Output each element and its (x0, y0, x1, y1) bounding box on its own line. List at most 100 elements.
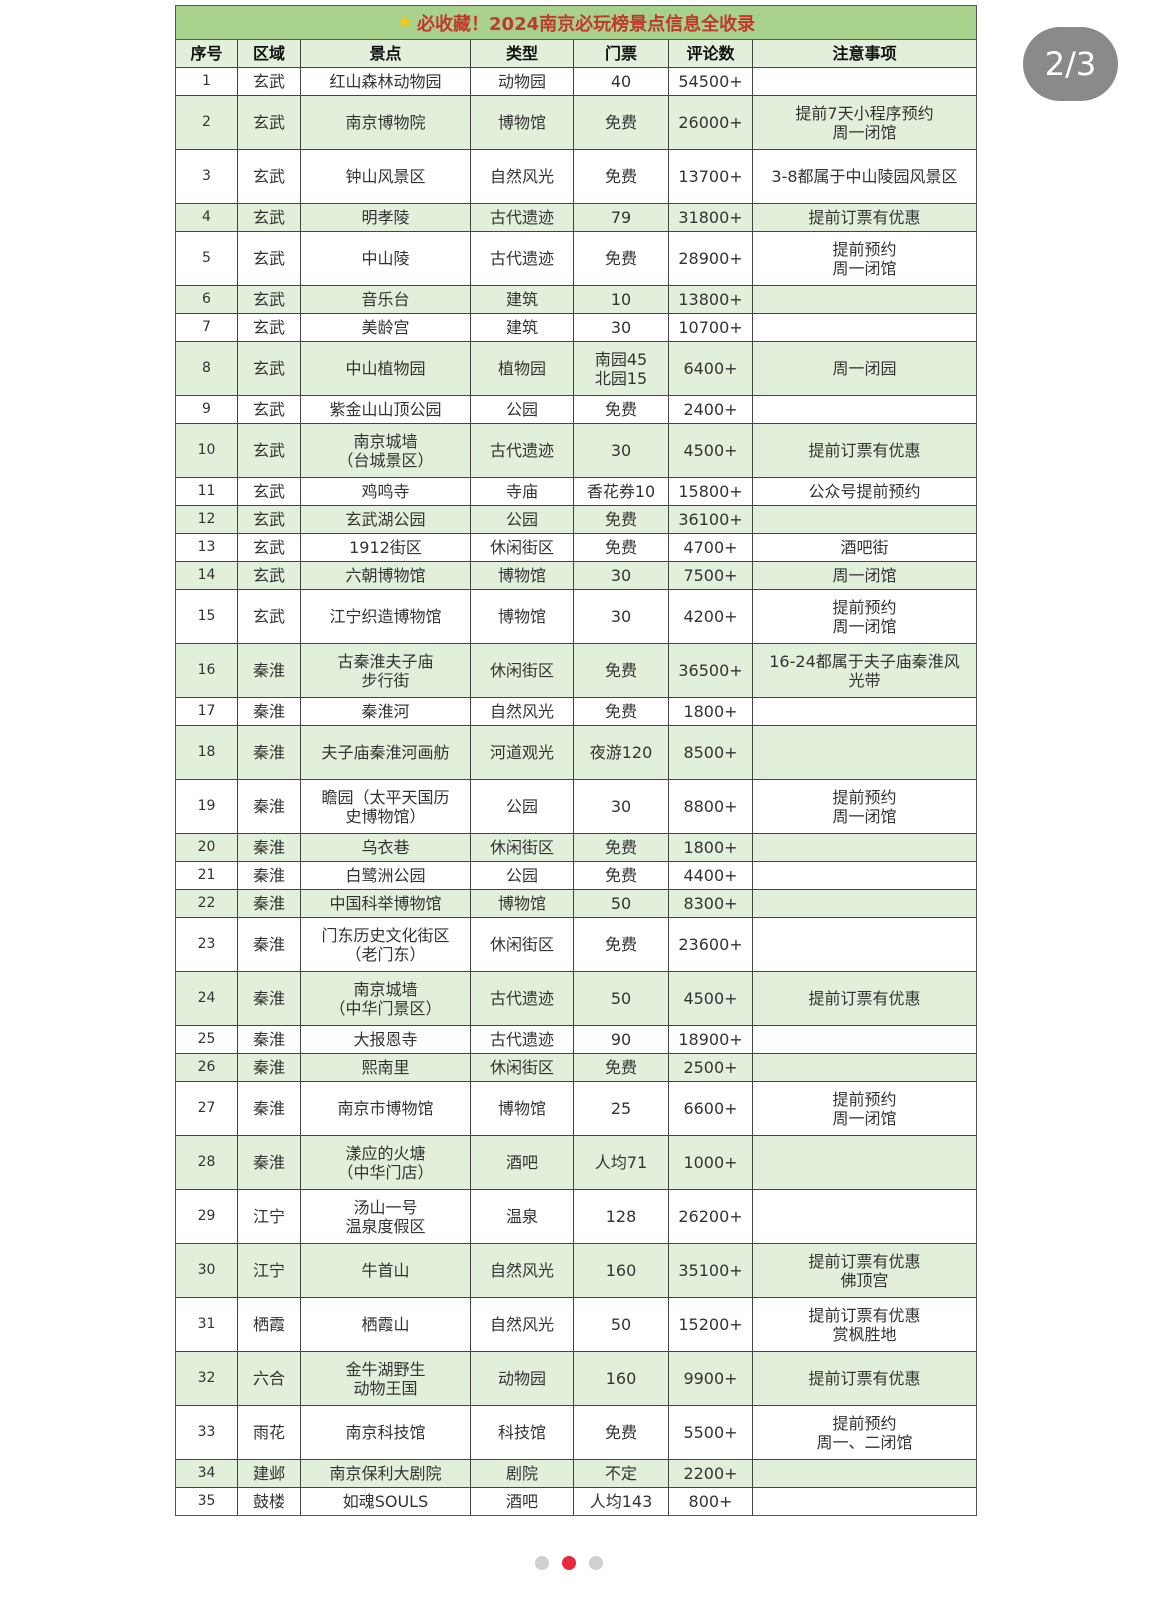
cell-index: 22 (176, 890, 238, 917)
cell-district: 秦淮 (238, 644, 301, 697)
cell-notes: 提前订票有优惠 佛顶宫 (808, 1251, 921, 1290)
cell-district: 玄武 (238, 286, 301, 313)
header-notes: 注意事项 (832, 44, 897, 63)
cell-index: 21 (176, 862, 238, 889)
cell-type: 动物园 (471, 1352, 574, 1405)
cell-ticket: 免费 (574, 918, 669, 971)
table-row: 19 秦淮 瞻园（太平天国历 史博物馆） 公园 30 8800+ 提前预约 周一闭馆 (176, 780, 976, 834)
cell-reviews: 6400+ (669, 342, 753, 395)
cell-ticket: 免费 (574, 698, 669, 725)
cell-attraction: 南京保利大剧院 (301, 1460, 471, 1487)
cell-type: 剧院 (471, 1460, 574, 1487)
table-row: 13 玄武 1912街区 休闲街区 免费 4700+ 酒吧街 (176, 534, 976, 562)
cell-attraction: 秦淮河 (301, 698, 471, 725)
cell-type: 酒吧 (471, 1136, 574, 1189)
cell-reviews: 1800+ (669, 834, 753, 861)
cell-notes: 提前订票有优惠 (808, 1369, 921, 1388)
carousel-dots[interactable] (535, 1556, 603, 1570)
cell-ticket: 30 (574, 562, 669, 589)
cell-index: 5 (176, 232, 238, 285)
cell-type: 博物馆 (471, 890, 574, 917)
cell-notes: 3-8都属于中山陵园风景区 (771, 167, 958, 186)
table-row: 1 玄武 红山森林动物园 动物园 40 54500+ (176, 68, 976, 96)
cell-ticket: 90 (574, 1026, 669, 1053)
cell-district: 玄武 (238, 590, 301, 643)
cell-type: 寺庙 (471, 478, 574, 505)
cell-district: 江宁 (238, 1244, 301, 1297)
cell-type: 动物园 (471, 68, 574, 95)
cell-attraction: 中山植物园 (301, 342, 471, 395)
cell-attraction: 南京城墙 （台城景区） (301, 424, 471, 477)
cell-type: 温泉 (471, 1190, 574, 1243)
carousel-dot[interactable] (535, 1556, 549, 1570)
cell-attraction: 大报恩寺 (301, 1026, 471, 1053)
cell-type: 古代遗迹 (471, 1026, 574, 1053)
table-row: 22 秦淮 中国科举博物馆 博物馆 50 8300+ (176, 890, 976, 918)
cell-notes (753, 834, 976, 861)
cell-index: 27 (176, 1082, 238, 1135)
cell-notes (753, 1488, 976, 1515)
cell-notes: 提前7天小程序预约 周一闭馆 (795, 103, 934, 142)
cell-type: 古代遗迹 (471, 204, 574, 231)
cell-type: 自然风光 (471, 150, 574, 203)
cell-reviews: 28900+ (669, 232, 753, 285)
cell-reviews: 18900+ (669, 1026, 753, 1053)
cell-district: 玄武 (238, 506, 301, 533)
cell-reviews: 4200+ (669, 590, 753, 643)
cell-ticket: 30 (574, 590, 669, 643)
cell-notes (753, 1460, 976, 1487)
cell-attraction: 六朝博物馆 (301, 562, 471, 589)
table-row: 5 玄武 中山陵 古代遗迹 免费 28900+ 提前预约 周一闭馆 (176, 232, 976, 286)
cell-notes: 提前订票有优惠 赏枫胜地 (808, 1305, 921, 1344)
table-row: 20 秦淮 乌衣巷 休闲街区 免费 1800+ (176, 834, 976, 862)
table-row: 30 江宁 牛首山 自然风光 160 35100+ 提前订票有优惠 佛顶宫 (176, 1244, 976, 1298)
cell-ticket: 免费 (574, 396, 669, 423)
table-row: 23 秦淮 门东历史文化街区 （老门东） 休闲街区 免费 23600+ (176, 918, 976, 972)
cell-reviews: 54500+ (669, 68, 753, 95)
cell-district: 玄武 (238, 96, 301, 149)
table-row: 34 建邺 南京保利大剧院 剧院 不定 2200+ (176, 1460, 976, 1488)
header-index: 序号 (176, 40, 238, 67)
cell-notes (753, 1136, 976, 1189)
cell-notes: 提前预约 周一闭馆 (832, 597, 897, 636)
cell-notes: 酒吧街 (840, 538, 889, 557)
cell-reviews: 10700+ (669, 314, 753, 341)
header-type: 类型 (471, 40, 574, 67)
cell-district: 六合 (238, 1352, 301, 1405)
cell-type: 自然风光 (471, 698, 574, 725)
cell-ticket: 不定 (574, 1460, 669, 1487)
cell-district: 玄武 (238, 232, 301, 285)
cell-ticket: 10 (574, 286, 669, 313)
cell-district: 玄武 (238, 150, 301, 203)
carousel-dot[interactable] (589, 1556, 603, 1570)
cell-district: 玄武 (238, 478, 301, 505)
cell-type: 休闲街区 (471, 834, 574, 861)
cell-notes: 提前预约 周一闭馆 (832, 239, 897, 278)
cell-index: 17 (176, 698, 238, 725)
cell-notes: 公众号提前预约 (808, 482, 921, 501)
table-body: 1 玄武 红山森林动物园 动物园 40 54500+ 2 玄武 南京博物院 博物馆 免费 26000+… (176, 68, 976, 1515)
cell-reviews: 2500+ (669, 1054, 753, 1081)
cell-attraction: 江宁织造博物馆 (301, 590, 471, 643)
cell-district: 秦淮 (238, 698, 301, 725)
cell-reviews: 8300+ (669, 890, 753, 917)
cell-reviews: 5500+ (669, 1406, 753, 1459)
cell-ticket: 人均143 (574, 1488, 669, 1515)
cell-district: 秦淮 (238, 1054, 301, 1081)
table-row: 27 秦淮 南京市博物馆 博物馆 25 6600+ 提前预约 周一闭馆 (176, 1082, 976, 1136)
cell-district: 玄武 (238, 314, 301, 341)
cell-attraction: 熙南里 (301, 1054, 471, 1081)
carousel-dot[interactable] (562, 1556, 576, 1570)
cell-ticket: 免费 (574, 232, 669, 285)
cell-type: 公园 (471, 396, 574, 423)
cell-notes: 提前订票有优惠 (808, 989, 921, 1008)
cell-district: 秦淮 (238, 780, 301, 833)
table-header-row: 序号 区域 景点 类型 门票 评论数 注意事项 (176, 40, 976, 68)
cell-type: 植物园 (471, 342, 574, 395)
table-row: 29 江宁 汤山一号 温泉度假区 温泉 128 26200+ (176, 1190, 976, 1244)
cell-type: 休闲街区 (471, 918, 574, 971)
cell-reviews: 1000+ (669, 1136, 753, 1189)
table-row: 24 秦淮 南京城墙 （中华门景区） 古代遗迹 50 4500+ 提前订票有优惠 (176, 972, 976, 1026)
table-row: 32 六合 金牛湖野生 动物王国 动物园 160 9900+ 提前订票有优惠 (176, 1352, 976, 1406)
cell-notes (753, 1054, 976, 1081)
